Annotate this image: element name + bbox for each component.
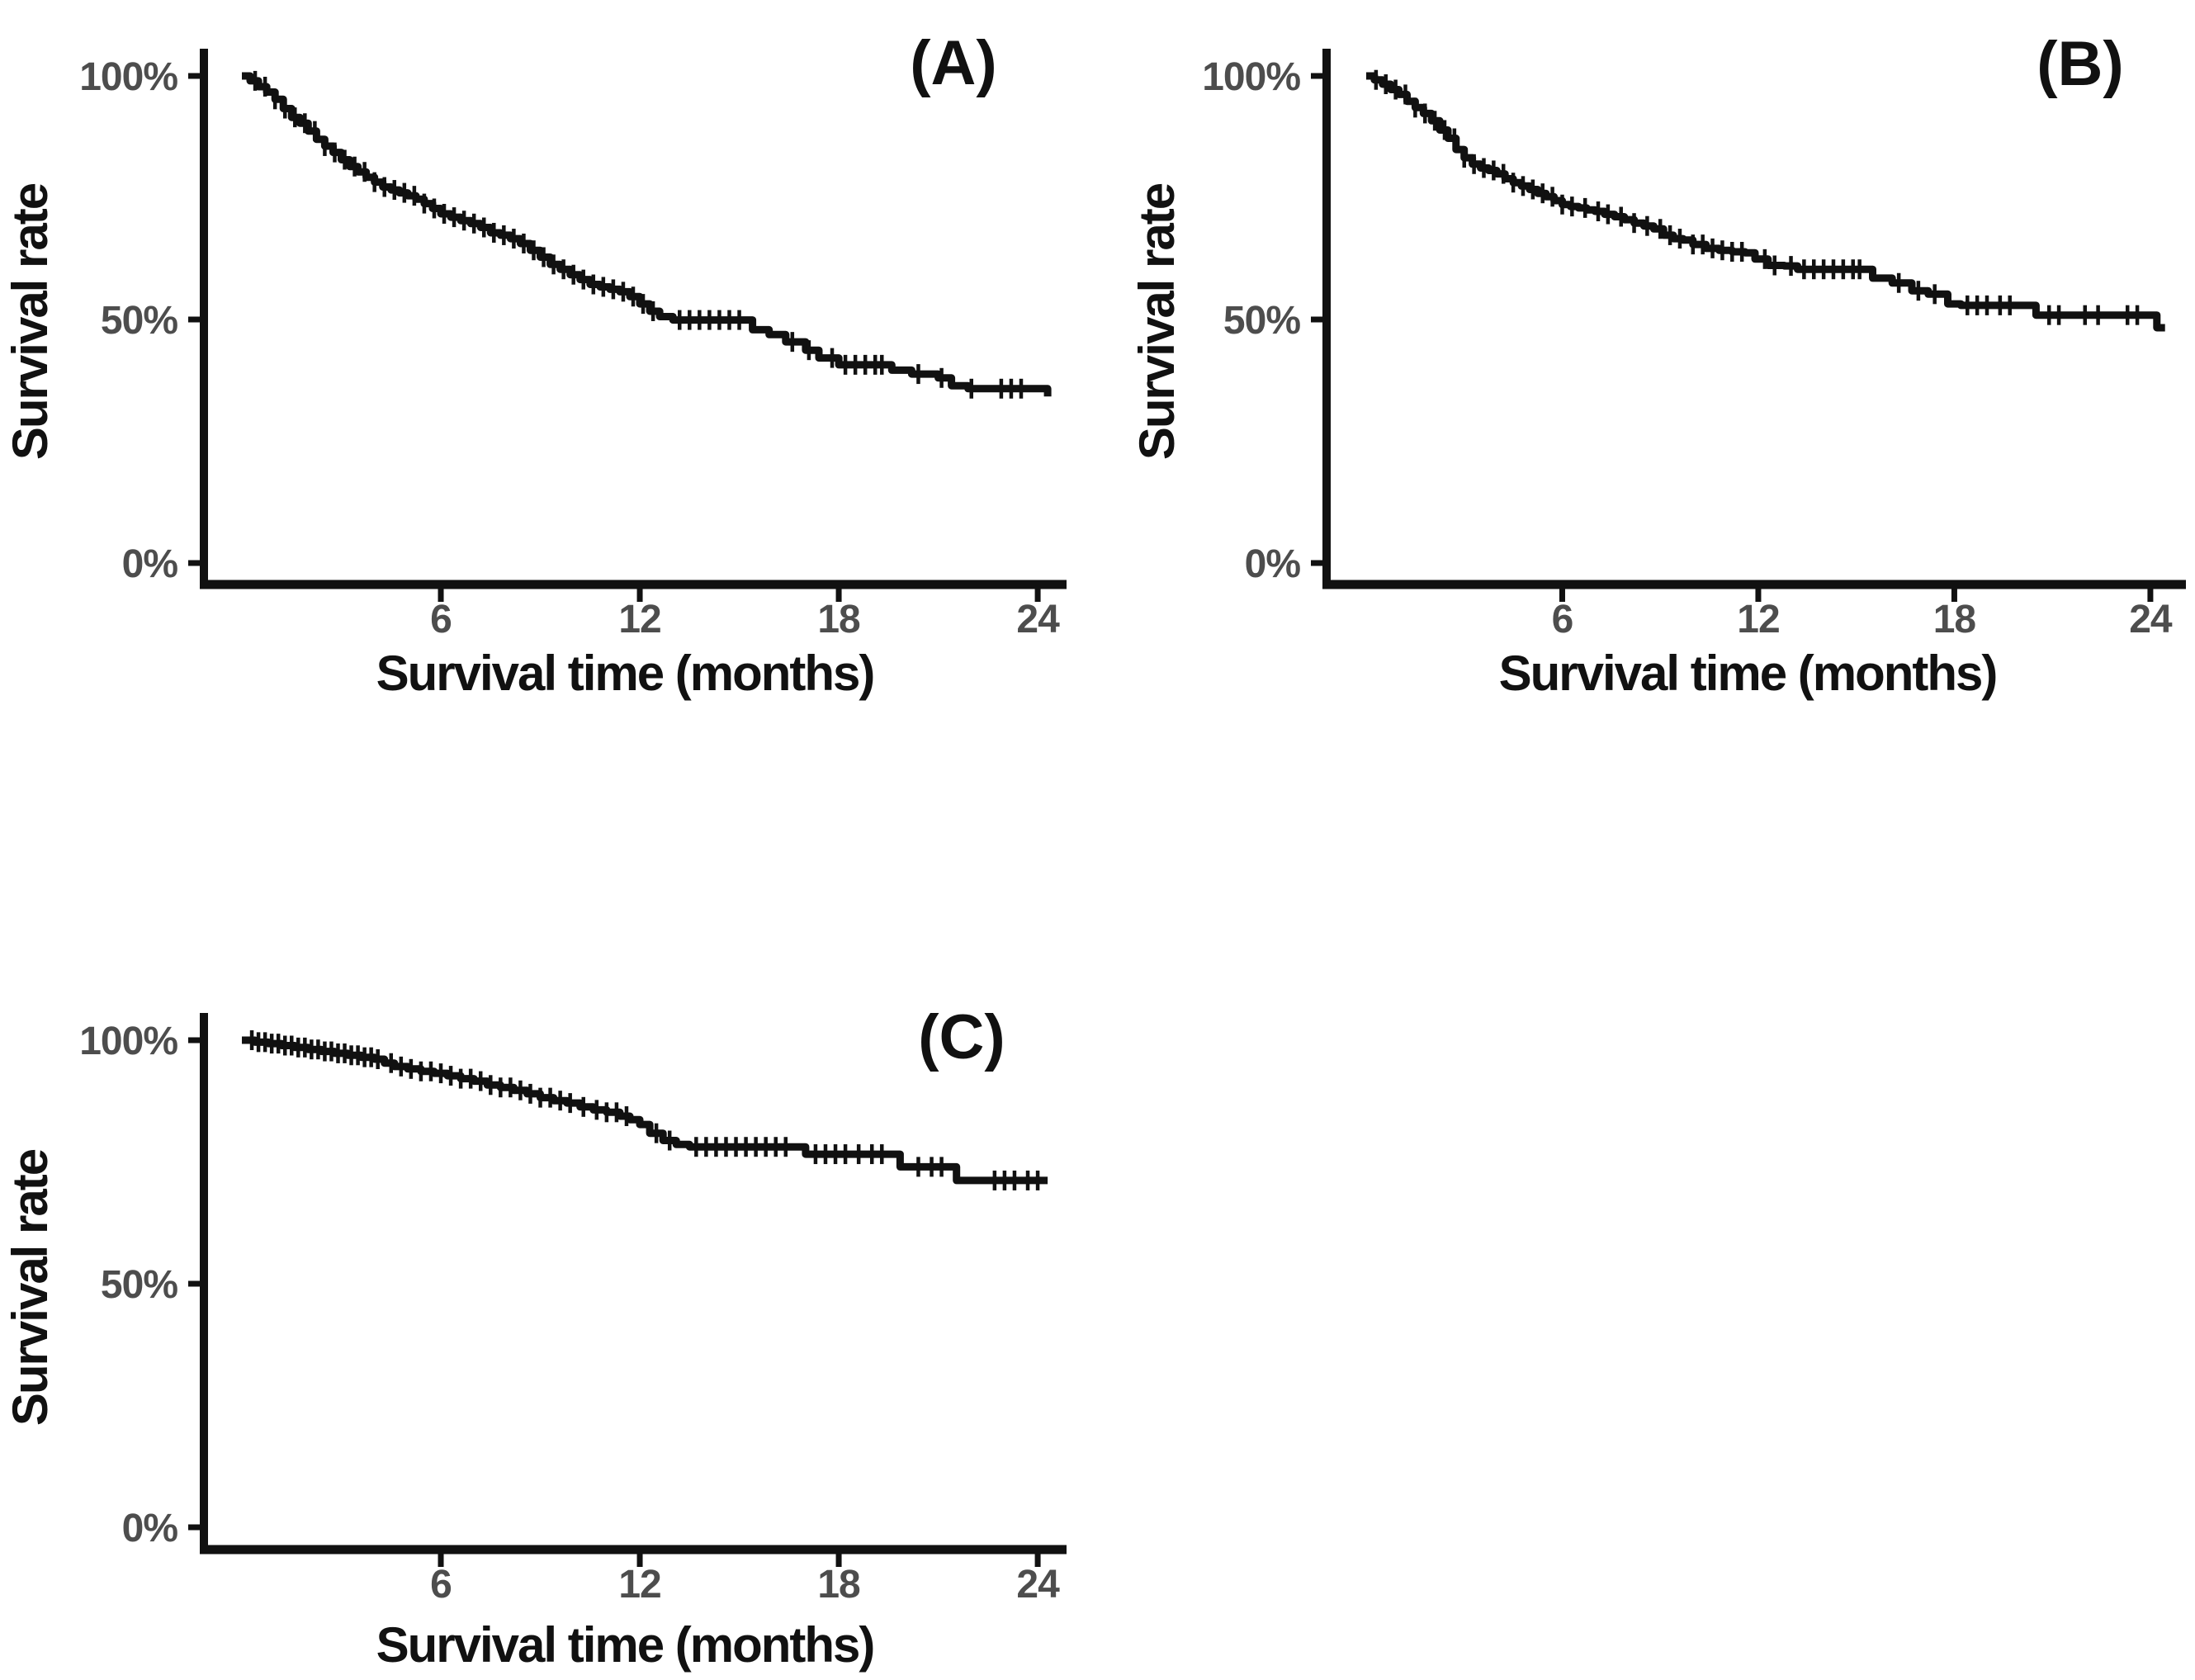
- panel-a-y-tick-label-0: 0%: [122, 542, 178, 586]
- panel-b-x-tick-label-12: 12: [1737, 598, 1779, 641]
- panel-a-axes: 100% 50% 0% 6 12 18 24: [79, 49, 1067, 641]
- panel-b-y-tick-label-50: 50%: [1223, 299, 1300, 343]
- panel-b-survival-curve: [1366, 72, 2165, 332]
- panel-c-x-tick-label-12: 12: [618, 1563, 660, 1607]
- panel-a-x-tick-label-24: 24: [1016, 598, 1060, 641]
- panel-c-x-tick-label-6: 6: [430, 1563, 452, 1607]
- panel-a-survival-curve: [242, 72, 1052, 397]
- panel-b-letter: (B): [2037, 29, 2124, 99]
- panel-a-xlabel: Survival time (months): [376, 646, 874, 701]
- panel-b-y-tick-label-100: 100%: [1202, 55, 1300, 99]
- panel-a-censor-marks: [253, 70, 1024, 399]
- panel-c: 100% 50% 0% 6 12 18 24 Survival rate Survival …: [2, 1002, 1067, 1673]
- panel-c-x-tick-label-18: 18: [817, 1563, 860, 1607]
- panel-b: 100% 50% 0% 6 12 18 24 Survival rate Survival …: [1129, 29, 2186, 701]
- panel-b-xlabel: Survival time (months): [1499, 646, 1997, 701]
- panel-b-x-tick-label-18: 18: [1933, 598, 1976, 641]
- panel-a-y-tick-label-50: 50%: [101, 299, 177, 343]
- panel-a-x-tick-label-18: 18: [817, 598, 860, 641]
- panel-c-letter: (C): [918, 1002, 1005, 1072]
- panel-c-y-tick-label-100: 100%: [79, 1020, 177, 1063]
- panel-a-x-tick-label-6: 6: [430, 598, 452, 641]
- panel-a-x-tick-label-12: 12: [618, 598, 660, 641]
- panel-b-ylabel: Survival rate: [1129, 183, 1185, 460]
- panel-b-axes: 100% 50% 0% 6 12 18 24: [1202, 49, 2186, 641]
- panel-a-letter: (A): [910, 28, 997, 98]
- panel-b-y-tick-label-0: 0%: [1245, 542, 1301, 586]
- panel-a-ylabel: Survival rate: [2, 183, 58, 460]
- panel-c-y-tick-label-50: 50%: [101, 1263, 177, 1307]
- panel-c-axes: 100% 50% 0% 6 12 18 24: [79, 1013, 1067, 1607]
- panel-c-y-tick-label-0: 0%: [122, 1507, 178, 1550]
- panel-c-xlabel: Survival time (months): [376, 1617, 874, 1673]
- panel-b-x-tick-label-24: 24: [2129, 598, 2173, 641]
- panel-b-censor-marks: [1374, 69, 2140, 325]
- panel-c-ylabel: Survival rate: [2, 1149, 58, 1426]
- panel-c-censor-marks: [249, 1030, 1040, 1190]
- panel-b-x-tick-label-6: 6: [1552, 598, 1573, 641]
- panel-a-y-tick-label-100: 100%: [79, 55, 177, 99]
- panel-a: 100% 50% 0% 6 12 18 24 Survival rate Survival …: [2, 28, 1067, 701]
- panel-c-x-tick-label-24: 24: [1016, 1563, 1060, 1607]
